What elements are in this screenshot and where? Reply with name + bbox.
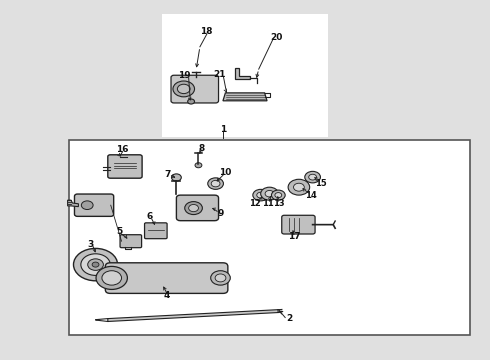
Text: 13: 13 — [273, 199, 285, 208]
Circle shape — [215, 274, 226, 282]
Circle shape — [288, 179, 310, 195]
Text: 2: 2 — [286, 314, 292, 323]
Text: 1: 1 — [220, 125, 226, 134]
Text: 20: 20 — [270, 33, 283, 42]
Circle shape — [172, 174, 181, 181]
Polygon shape — [68, 200, 78, 207]
Text: 9: 9 — [217, 209, 224, 217]
Circle shape — [211, 180, 220, 187]
Circle shape — [173, 81, 195, 97]
Circle shape — [257, 192, 265, 198]
Circle shape — [81, 201, 93, 210]
Circle shape — [261, 187, 278, 200]
Circle shape — [294, 183, 304, 191]
Text: 7: 7 — [164, 170, 171, 179]
Text: 8: 8 — [199, 144, 205, 153]
Text: 18: 18 — [200, 27, 213, 36]
Polygon shape — [223, 93, 267, 101]
Circle shape — [305, 171, 320, 183]
FancyBboxPatch shape — [282, 215, 315, 234]
FancyBboxPatch shape — [120, 235, 142, 248]
Circle shape — [102, 271, 122, 285]
Text: 11: 11 — [262, 199, 273, 208]
Text: 14: 14 — [305, 191, 317, 199]
Circle shape — [275, 193, 282, 198]
Circle shape — [92, 262, 99, 267]
Circle shape — [177, 84, 190, 94]
Circle shape — [189, 204, 198, 212]
Circle shape — [211, 271, 230, 285]
Circle shape — [208, 178, 223, 189]
Polygon shape — [108, 310, 279, 321]
FancyBboxPatch shape — [162, 14, 328, 137]
Text: 10: 10 — [219, 168, 232, 177]
Circle shape — [265, 190, 274, 197]
Circle shape — [309, 174, 317, 180]
Circle shape — [96, 266, 127, 289]
Text: 5: 5 — [116, 227, 122, 236]
Text: 12: 12 — [249, 199, 261, 208]
Circle shape — [74, 248, 118, 281]
Circle shape — [81, 254, 110, 275]
FancyBboxPatch shape — [74, 194, 114, 216]
Circle shape — [88, 259, 103, 270]
Text: 17: 17 — [288, 233, 300, 242]
FancyBboxPatch shape — [176, 195, 219, 221]
FancyBboxPatch shape — [145, 223, 167, 239]
Text: 21: 21 — [213, 70, 225, 79]
Circle shape — [271, 190, 285, 200]
Text: 3: 3 — [88, 240, 94, 248]
FancyBboxPatch shape — [171, 75, 219, 103]
Polygon shape — [235, 68, 250, 79]
FancyBboxPatch shape — [69, 140, 470, 335]
Circle shape — [253, 189, 269, 201]
FancyBboxPatch shape — [108, 155, 142, 178]
Text: 19: 19 — [178, 71, 191, 80]
Text: 4: 4 — [163, 291, 170, 300]
Circle shape — [185, 202, 202, 215]
Text: 15: 15 — [315, 179, 327, 188]
Circle shape — [188, 99, 195, 104]
Text: 6: 6 — [147, 212, 152, 221]
Circle shape — [195, 163, 202, 168]
FancyBboxPatch shape — [105, 263, 228, 293]
Text: 16: 16 — [116, 145, 129, 154]
